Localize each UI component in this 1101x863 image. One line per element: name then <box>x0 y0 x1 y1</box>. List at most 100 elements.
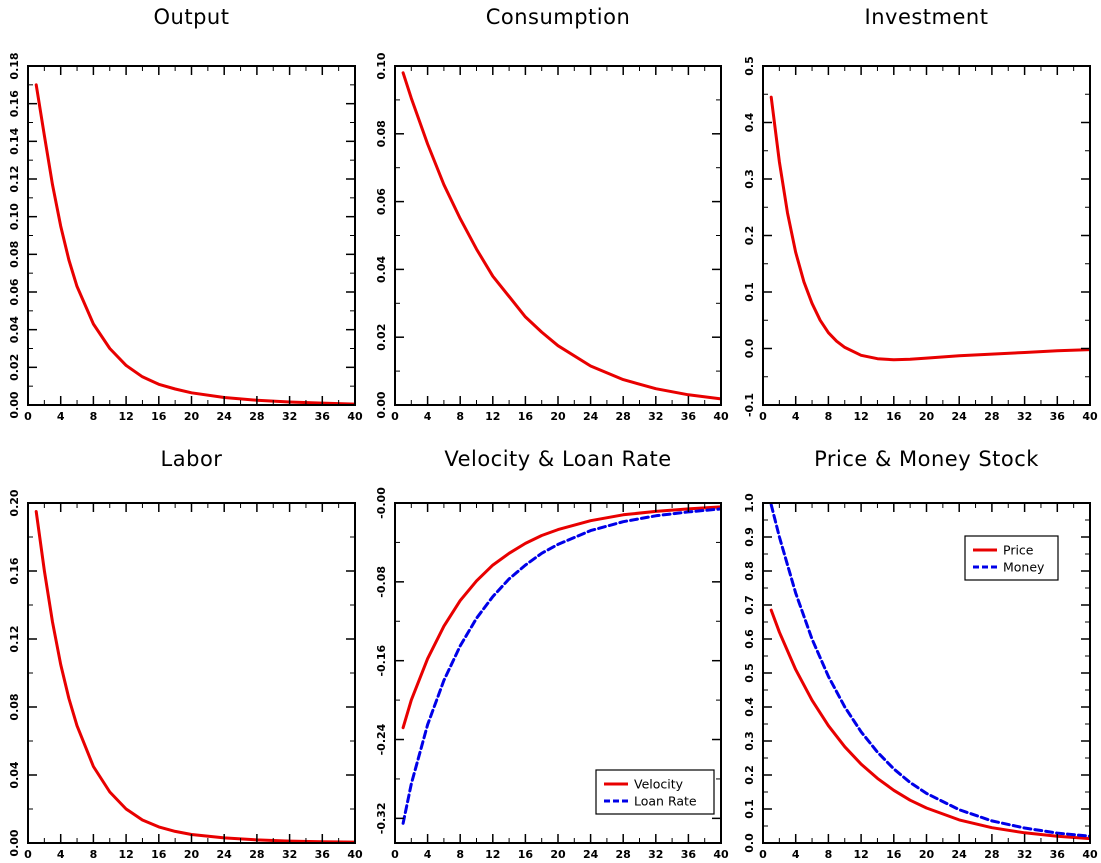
chart-1-xtick-label: 36 <box>315 410 331 423</box>
chart-4-xtick-label: 24 <box>217 848 233 861</box>
chart-3-ytick-label: 0.0 <box>743 338 756 358</box>
chart-5: Velocity & Loan Rate 0 4 8 12 16 20 24 28 32 36 40 -… <box>375 447 729 861</box>
chart-3-xtick-label: 20 <box>919 410 935 423</box>
chart-3-ytick-label: 0.1 <box>743 282 756 302</box>
chart-4-ytick-label: 0.20 <box>8 489 21 516</box>
chart-1-xtick-label: 40 <box>347 410 363 423</box>
chart-3-series-1 <box>769 95 1090 362</box>
chart-2-xtick-label: 4 <box>424 410 432 423</box>
chart-6: Price & Money Stock 0 4 8 12 16 20 24 28 32 36 40 0.… <box>743 447 1098 861</box>
chart-5-title: Velocity & Loan Rate <box>444 447 671 471</box>
chart-4-xtick-label: 36 <box>315 848 331 861</box>
chart-4: Labor 0 4 8 12 16 20 24 28 32 36 40 0.00 0.04 0.08 0.12… <box>8 447 363 861</box>
chart-3-ytick-label: 0.5 <box>743 56 756 76</box>
chart-4-ytick-label: 0.16 <box>8 557 21 584</box>
chart-4-xtick-label: 28 <box>249 848 264 861</box>
chart-2-xtick-label: 40 <box>713 410 729 423</box>
chart-1-ytick-label: 0.02 <box>8 354 21 381</box>
chart-6-xtick-label: 32 <box>1017 848 1032 861</box>
chart-2-xtick-label: 20 <box>550 410 566 423</box>
chart-1-ytick-label: 0.10 <box>8 203 21 230</box>
chart-1-series-1 <box>34 83 355 405</box>
chart-6-xtick-label: 20 <box>919 848 935 861</box>
chart-6-xtick-label: 40 <box>1082 848 1098 861</box>
chart-4-ytick-label: 0.00 <box>8 829 21 856</box>
chart-6-series-price <box>769 608 1090 841</box>
chart-3-ytick-label: 0.4 <box>743 112 756 132</box>
chart-6-xtick-label: 12 <box>853 848 868 861</box>
chart-1: Output 0 4 8 12 16 20 24 28 32 36 40 0.00 0.02 0.04 0.0… <box>8 5 363 423</box>
chart-5-series-loan-rate <box>401 507 721 825</box>
chart-1-ytick-label: 0.08 <box>8 241 21 268</box>
chart-5-xtick-label: 40 <box>713 848 729 861</box>
chart-1-xtick-label: 0 <box>24 410 32 423</box>
chart-6-xtick-label: 24 <box>952 848 968 861</box>
chart-4-title: Labor <box>161 447 223 471</box>
chart-3-frame <box>762 65 1091 406</box>
chart-5-xtick-label: 20 <box>550 848 566 861</box>
chart-1-xtick-label: 24 <box>217 410 233 423</box>
chart-5-xtick-label: 0 <box>391 848 399 861</box>
chart-3-xtick-label: 0 <box>759 410 767 423</box>
chart-6-title: Price & Money Stock <box>814 447 1039 471</box>
chart-5-xtick-label: 32 <box>648 848 663 861</box>
chart-6-ytick-label: 0.1 <box>743 799 756 819</box>
chart-5-ytick-label: -0.00 <box>375 487 388 519</box>
chart-2-frame <box>394 65 722 406</box>
chart-5-xtick-label: 28 <box>616 848 631 861</box>
chart-3-xtick-label: 32 <box>1017 410 1032 423</box>
chart-6-ytick-label: 0.9 <box>743 527 756 547</box>
chart-2-series-1 <box>401 71 721 401</box>
chart-5-xtick-label: 24 <box>583 848 599 861</box>
chart-3-title: Investment <box>865 5 989 29</box>
chart-4-xtick-label: 40 <box>347 848 363 861</box>
chart-4-ytick-label: 0.12 <box>8 625 21 652</box>
chart-1-title: Output <box>154 5 230 29</box>
chart-2-xtick-label: 24 <box>583 410 599 423</box>
chart-3-xtick-label: 4 <box>792 410 800 423</box>
chart-4-series-1 <box>34 510 355 843</box>
chart-1-xtick-label: 8 <box>90 410 98 423</box>
chart-5-xtick-label: 12 <box>485 848 500 861</box>
chart-4-xtick-label: 12 <box>118 848 133 861</box>
chart-1-xtick-label: 28 <box>249 410 264 423</box>
chart-6-series-money <box>769 503 1090 838</box>
chart-5-xtick-label: 4 <box>424 848 432 861</box>
chart-2-xtick-label: 16 <box>518 410 534 423</box>
chart-2-ytick-label: 0.00 <box>375 391 388 418</box>
chart-6-xtick-label: 36 <box>1050 848 1066 861</box>
chart-6-legend-label-price: Price <box>1003 543 1034 558</box>
chart-6-legend-label-money: Money <box>1003 560 1045 575</box>
chart-3-xtick-label: 36 <box>1050 410 1066 423</box>
chart-5-xtick-label: 8 <box>456 848 464 861</box>
chart-5-legend-label-loan-rate: Loan Rate <box>634 794 697 809</box>
chart-4-frame <box>27 502 356 844</box>
chart-2-xtick-label: 0 <box>391 410 399 423</box>
chart-1-ytick-label: 0.06 <box>8 278 21 305</box>
chart-1-ytick-label: 0.12 <box>8 165 21 192</box>
chart-6-ytick-label: 0.0 <box>743 833 756 853</box>
chart-3-ytick-label: 0.3 <box>743 169 756 189</box>
chart-2: Consumption 0 4 8 12 16 20 24 28 32 36 40 0.00 0.02 0.… <box>375 5 729 423</box>
chart-5-ytick-label: -0.24 <box>375 723 388 755</box>
chart-3-xtick-label: 40 <box>1082 410 1098 423</box>
chart-1-ytick-label: 0.14 <box>8 127 21 154</box>
chart-5-legend-label-velocity: Velocity <box>634 777 684 792</box>
chart-4-xtick-label: 4 <box>57 848 65 861</box>
chart-1-ytick-label: 0.00 <box>8 391 21 418</box>
chart-2-title: Consumption <box>486 5 631 29</box>
chart-4-xtick-label: 8 <box>90 848 98 861</box>
chart-3-xtick-label: 16 <box>886 410 902 423</box>
chart-3-xtick-label: 8 <box>825 410 833 423</box>
chart-4-xtick-label: 32 <box>282 848 297 861</box>
chart-6-xtick-label: 16 <box>886 848 902 861</box>
chart-2-ytick-label: 0.10 <box>375 52 388 79</box>
chart-2-xtick-label: 8 <box>456 410 464 423</box>
chart-3-ytick-label: -0.1 <box>743 393 756 417</box>
chart-6-xtick-label: 0 <box>759 848 767 861</box>
chart-1-ytick-label: 0.18 <box>8 52 21 79</box>
chart-6-ytick-label: 0.6 <box>743 629 756 649</box>
chart-6-xtick-label: 8 <box>825 848 833 861</box>
chart-6-ytick-label: 0.5 <box>743 663 756 683</box>
